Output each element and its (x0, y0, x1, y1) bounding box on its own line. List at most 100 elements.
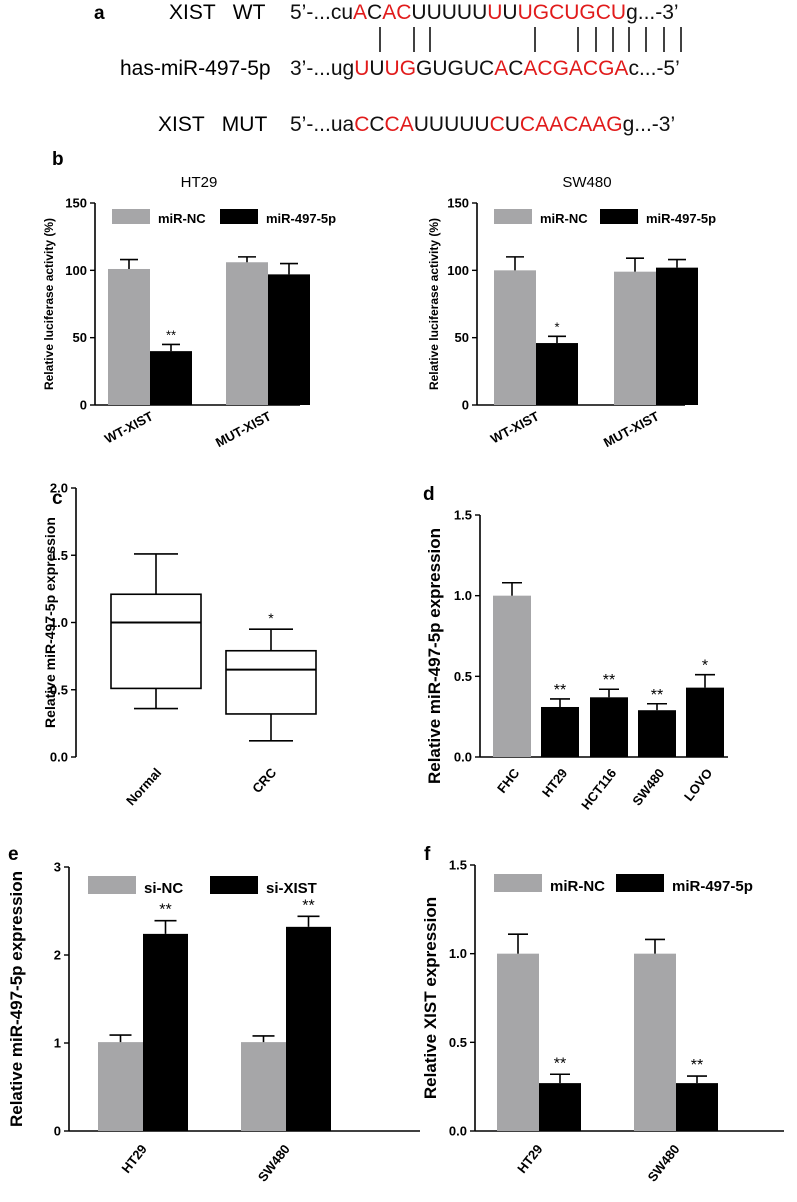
xist-mut-label: XIST MUT (158, 113, 267, 136)
legend-label: miR-497-5p (646, 211, 716, 226)
legend-label: miR-NC (158, 211, 206, 226)
significance-marker: * (554, 319, 559, 334)
sequence-segment: C (367, 1, 382, 24)
sequence-segment: 3’-...ug (290, 57, 354, 80)
bar-mir-497-5p (656, 267, 698, 405)
y-tick-label: 1.0 (454, 588, 472, 603)
bar-fhc (493, 595, 531, 757)
sequence-segment: C (369, 113, 384, 136)
bar-ht29 (541, 706, 579, 757)
bar-si-xist (286, 926, 331, 1131)
x-tick-label: HT29 (514, 1142, 545, 1176)
legend-label: si-NC (144, 880, 183, 897)
bar-mir-nc (226, 262, 268, 405)
y-axis-label: Relative miR-497-5p expression (425, 528, 444, 784)
panel-letter: c (52, 488, 63, 509)
x-tick-label: HT29 (118, 1142, 149, 1176)
sequence-segment: c...-5’ (628, 57, 679, 80)
x-tick-label: Normal (123, 765, 164, 808)
legend-label: miR-497-5p (672, 878, 753, 895)
y-tick-label: 150 (447, 196, 469, 211)
legend-label: miR-497-5p (266, 211, 336, 226)
y-tick-label: 1.5 (50, 548, 68, 563)
sequence-segment: C (508, 57, 523, 80)
y-tick-label: 1 (54, 1036, 61, 1051)
y-tick-label: 1.0 (50, 615, 68, 630)
legend-swatch (88, 876, 136, 894)
y-axis-label: Relative luciferase activity (%) (427, 218, 441, 390)
bar-mir-nc (494, 270, 536, 405)
bar-mir-497-5p (536, 343, 578, 405)
bar-si-nc (98, 1042, 143, 1131)
y-tick-label: 50 (73, 330, 87, 345)
sequence-segment: C (354, 113, 369, 136)
y-tick-label: 0 (54, 1124, 61, 1139)
xist-mut-sequence: 5’-...uaCCCAUUUUUCUCAACAAGg...-3’ (290, 113, 675, 136)
sequence-segment: A (494, 57, 508, 80)
bar-mir-nc (614, 271, 656, 405)
bar-lovo (686, 687, 724, 757)
y-tick-label: 1.5 (454, 508, 472, 523)
panel-b-sw480: SW480 0 50 100 150 Relative luciferase activi… (427, 174, 716, 450)
sequence-segment: ACGACGA (523, 57, 628, 80)
panel-letter: e (8, 844, 19, 865)
panel-f-xist-expression: f 0.0 0.5 1.0 1.5 Relative XIST expression HT2… (421, 844, 784, 1184)
bar-sw480 (638, 710, 676, 757)
panel-d-cell-lines: d 0.0 0.5 1.0 1.5 Relative miR-497-5p express… (423, 484, 728, 812)
y-tick-label: 1.0 (449, 946, 467, 961)
bar-mir-nc (108, 268, 150, 405)
significance-marker: ** (554, 1055, 566, 1072)
legend-swatch (220, 209, 258, 224)
legend-label: miR-NC (540, 211, 588, 226)
significance-marker: ** (651, 687, 663, 704)
sequence-segment: U (487, 1, 502, 24)
x-tick-label: MUT-XIST (601, 408, 662, 450)
y-tick-label: 0.5 (449, 1035, 467, 1050)
x-tick-label: WT-XIST (488, 408, 542, 446)
chart-title: SW480 (562, 174, 611, 191)
y-axis-label: Relative XIST expression (421, 897, 440, 1099)
bar-mir-nc (497, 953, 539, 1131)
legend-swatch (494, 874, 542, 892)
y-tick-label: 2 (54, 948, 61, 963)
sequence-segment: UUUUU (414, 113, 490, 136)
bar-mir-497-5p (676, 1083, 718, 1131)
significance-marker: ** (159, 902, 171, 919)
y-tick-label: 0.5 (454, 669, 472, 684)
bar-hct116 (590, 697, 628, 757)
significance-marker: ** (603, 672, 615, 689)
sequence-segment: GUGUC (416, 57, 494, 80)
sequence-segment: UGCUGCU (518, 1, 627, 24)
y-tick-label: 50 (455, 330, 469, 345)
x-tick-label: LOVO (681, 766, 716, 804)
sequence-segment: U (502, 1, 517, 24)
x-tick-label: SW480 (255, 1142, 293, 1185)
panel-letter: d (423, 484, 435, 505)
xist-wt-sequence: 5’-...cuACACUUUUUUUUGCUGCUg...-3’ (290, 1, 679, 24)
sequence-segment: A (353, 1, 367, 24)
y-tick-label: 3 (54, 860, 61, 875)
sequence-segment: CAACAAG (520, 113, 623, 136)
x-tick-label: HT29 (539, 766, 570, 800)
y-tick-label: 0.0 (50, 750, 68, 765)
y-tick-label: 2.0 (50, 481, 68, 496)
legend-swatch (210, 876, 258, 894)
legend-label: miR-NC (550, 878, 605, 895)
y-axis-label: Relative luciferase activity (%) (42, 218, 56, 390)
y-tick-label: 100 (65, 263, 87, 278)
panel-a: a XIST WT 5’-...cuACACUUUUUUUUGCUGCUg...… (94, 1, 682, 136)
chart-title: HT29 (181, 174, 218, 191)
significance-marker: * (702, 658, 708, 675)
y-tick-label: 0.0 (449, 1124, 467, 1139)
panel-b-ht29: b HT29 0 50 100 150 Relative luciferase activi… (42, 149, 336, 450)
sequence-segment: g...-3’ (623, 113, 676, 136)
y-axis-label: Relative miR-497-5p expression (7, 871, 26, 1127)
sequence-segment: U (505, 113, 520, 136)
bar-mir-nc (634, 953, 676, 1131)
significance-marker: ** (554, 682, 566, 699)
bar-si-xist (143, 933, 188, 1131)
mirna-sequence: 3’-...ugUUUGGUGUCACACGACGAc...-5’ (290, 57, 680, 80)
legend-swatch (112, 209, 150, 224)
sequence-segment: U (369, 57, 384, 80)
legend-label: si-XIST (266, 880, 317, 897)
